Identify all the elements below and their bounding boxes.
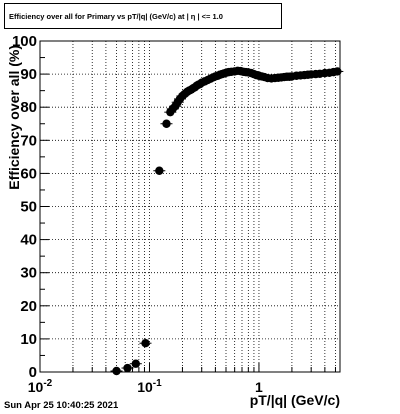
x-tick-label: 1	[255, 379, 263, 395]
plot-grid	[40, 41, 340, 372]
data-point	[333, 67, 342, 76]
y-tick-label: 20	[20, 298, 37, 315]
y-tick-label: 0	[29, 364, 37, 381]
y-tick-label: 80	[20, 99, 37, 116]
data-point	[123, 363, 132, 373]
y-tick-label: 10	[20, 331, 37, 348]
y-tick-label: 40	[20, 232, 37, 249]
data-point	[131, 359, 140, 368]
timestamp: Sun Apr 25 10:40:25 2021	[4, 400, 119, 411]
y-tick-label: 60	[20, 165, 37, 182]
data-point	[141, 339, 150, 348]
x-axis-label: pT/|q| (GeV/c)	[250, 392, 340, 408]
x-tick-label: 10-1	[137, 378, 162, 395]
y-tick-label: 50	[20, 199, 37, 216]
data-point	[162, 119, 171, 128]
y-tick-label: 100	[12, 33, 37, 50]
y-axis-label: Efficiency over all (%)	[6, 45, 22, 190]
y-tick-label: 30	[20, 265, 37, 282]
y-tick-label: 90	[20, 66, 37, 83]
data-points	[110, 66, 344, 376]
data-point	[155, 166, 164, 175]
y-tick-label: 70	[20, 132, 37, 149]
data-point	[112, 366, 121, 376]
chart-title: Efficiency over all for Primary vs pT/|q…	[4, 3, 282, 29]
